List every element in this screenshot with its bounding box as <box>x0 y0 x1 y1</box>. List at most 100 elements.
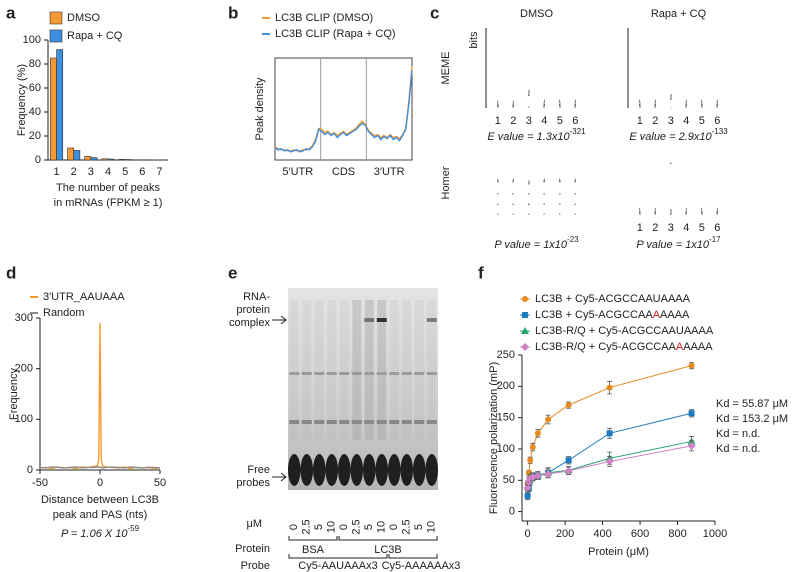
kd-annotation: Kd = n.d. <box>716 443 760 455</box>
y-tick-label: 0 <box>509 506 515 518</box>
bracket <box>288 554 388 559</box>
point <box>606 384 613 391</box>
dose-label: 10 <box>426 521 438 533</box>
smear <box>364 300 374 440</box>
bar <box>67 147 75 161</box>
dose-label: 10 <box>326 521 338 533</box>
logo-letter: U <box>497 194 499 196</box>
kd-annotation: Kd = n.d. <box>716 428 760 440</box>
free-probe-band <box>375 454 388 486</box>
logo-letter: A <box>543 178 545 184</box>
probe-band <box>351 372 362 375</box>
logo-letter: C <box>512 214 514 216</box>
unit-label: μM <box>246 518 262 530</box>
dose-label: 2.5 <box>301 519 313 534</box>
probe-band <box>414 420 425 424</box>
protein-name: LC3B <box>374 544 402 556</box>
point <box>521 327 529 334</box>
probe-band <box>289 420 300 424</box>
probe-band <box>364 372 375 375</box>
logo-letter: A <box>654 97 656 111</box>
y-tick-label: 60 <box>29 82 41 94</box>
point <box>688 362 695 369</box>
position-label: 3 <box>526 115 532 127</box>
y-tick-label: 0 <box>27 464 33 476</box>
probe-name: Cy5-AAUAAAx3 <box>298 560 377 572</box>
logo-letter: U <box>543 194 545 196</box>
method-label: Homer <box>440 166 452 199</box>
logo-letter: U <box>574 194 576 196</box>
logo-letter: G <box>512 204 514 206</box>
x-tick-label: 0 <box>97 477 103 489</box>
y-tick-label: 200 <box>497 380 515 392</box>
annotation: P = 1.06 X 10-59 <box>61 524 140 540</box>
dose-label: 5 <box>363 524 375 530</box>
probe-band <box>414 372 425 375</box>
smear <box>377 300 387 440</box>
legend-label: LC3B + Cy5-ACGCCAAUAAAA <box>535 293 691 305</box>
x-axis-label: in mRNAs (FPKM ≥ 1) <box>54 197 163 209</box>
logo-letter: A <box>639 207 641 218</box>
probe-band <box>401 420 412 424</box>
dose-label: 2.5 <box>351 519 363 534</box>
complex-label: protein <box>236 304 270 316</box>
logo-letter: A <box>512 98 514 110</box>
logo-letter: A <box>574 97 576 111</box>
x-axis-label: peak and PAS (nts) <box>53 509 148 521</box>
smear <box>389 300 399 440</box>
x-axis-label: Protein (μM) <box>588 546 649 558</box>
position-label: 6 <box>714 115 720 127</box>
bar <box>73 150 81 161</box>
gel-image <box>288 288 438 490</box>
legend-label: LC3B + Cy5-ACGCCAAAAAAA <box>535 309 690 321</box>
logo-letter: C <box>497 214 499 216</box>
legend-swatch <box>49 11 63 25</box>
logo-letter: A <box>639 97 641 111</box>
dose-label: 0 <box>388 524 400 530</box>
position-label: 1 <box>637 115 643 127</box>
smear <box>402 300 412 440</box>
position-label: 4 <box>683 222 689 234</box>
logo-letter: A <box>528 203 530 205</box>
y-tick-label: 100 <box>15 413 33 425</box>
bracket <box>388 554 438 559</box>
y-axis-label: Frequency <box>8 368 20 420</box>
legend-label-part: LC3B + Cy5-ACGCCAA <box>535 309 653 321</box>
legend-label-part: AAAA <box>683 341 713 353</box>
probe-band <box>339 420 350 424</box>
y-tick-label: 80 <box>29 58 41 70</box>
point <box>522 312 528 318</box>
position-label: 2 <box>652 222 658 234</box>
logo-letter: A <box>654 207 656 218</box>
legend-label: 3′UTR_AAUAAA <box>43 291 125 303</box>
protein-name: BSA <box>302 544 325 556</box>
probe-band <box>389 420 400 424</box>
probe-band <box>301 372 312 375</box>
x-tick-label: 2 <box>71 166 77 178</box>
panel-letter: d <box>6 263 16 282</box>
stat-label: P value = 1x10-17 <box>636 235 721 251</box>
position-label: 4 <box>683 115 689 127</box>
bar <box>101 158 109 161</box>
probe-band <box>426 420 437 424</box>
point <box>521 343 529 351</box>
arrow <box>272 472 287 482</box>
complex-band <box>376 318 387 322</box>
free-probe-band <box>413 454 426 486</box>
bar <box>56 49 64 161</box>
free-probe-band <box>300 454 313 486</box>
legend-label: LC3B CLIP (Rapa + CQ) <box>275 28 396 40</box>
probe-band <box>289 372 300 375</box>
stat-label-sup: -17 <box>709 235 721 244</box>
probe-label: Probe <box>241 560 270 572</box>
dose-label: 2.5 <box>401 519 413 534</box>
logo-letter: G <box>574 204 576 206</box>
logo-letter: A <box>512 178 514 184</box>
x-tick-label: 6 <box>139 166 145 178</box>
bar <box>84 156 92 161</box>
point <box>524 492 531 499</box>
y-tick-label: 150 <box>497 412 515 424</box>
legend-label: Rapa + CQ <box>67 30 123 42</box>
smear <box>339 300 349 440</box>
panel-letter: e <box>228 263 237 282</box>
